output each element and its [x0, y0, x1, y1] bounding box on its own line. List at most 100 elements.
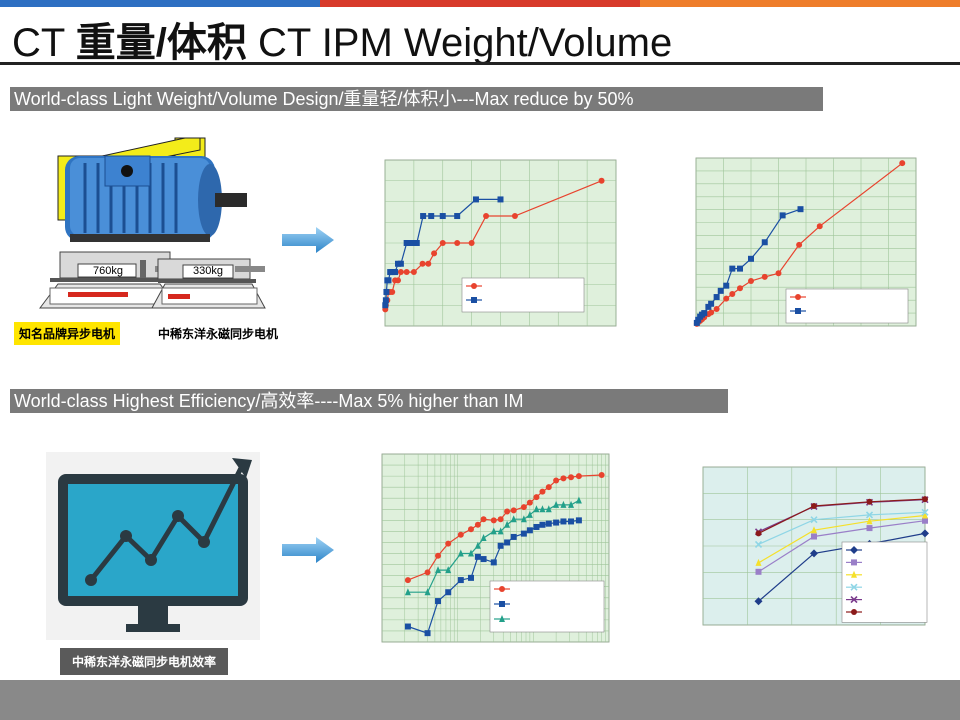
- data-point: [504, 520, 511, 528]
- data-point: [497, 196, 504, 203]
- data-point: [811, 526, 817, 534]
- data-point: [382, 297, 389, 304]
- data-point: [435, 598, 442, 605]
- chart-total-efficiency: [702, 466, 929, 626]
- data-point: [921, 508, 929, 516]
- data-point: [385, 277, 392, 284]
- data-point: [575, 496, 582, 504]
- data-point: [748, 255, 754, 262]
- series-1: [693, 206, 804, 326]
- data-point: [410, 269, 417, 276]
- data-point: [454, 240, 461, 246]
- data-point: [816, 223, 823, 230]
- data-point: [568, 500, 575, 508]
- data-point: [754, 540, 763, 548]
- data-point: [419, 260, 426, 267]
- data-point: [729, 290, 736, 297]
- title-rule: [0, 62, 960, 65]
- arrow-right-icon: [282, 227, 334, 253]
- data-point: [553, 500, 560, 508]
- data-point: [467, 574, 474, 581]
- data-point: [490, 559, 497, 566]
- data-point: [761, 273, 768, 280]
- top-accent-red: [320, 0, 640, 7]
- arrow-right-icon-2: [282, 537, 334, 563]
- label-brand-motor: 知名品牌异步电机: [14, 322, 121, 345]
- title-en: CT IPM Weight/Volume: [257, 21, 673, 65]
- data-point: [526, 510, 533, 518]
- data-point: [511, 213, 518, 220]
- data-point: [397, 269, 404, 276]
- data-point: [539, 488, 546, 495]
- footer-bar: [0, 680, 960, 720]
- top-accent-blue: [0, 0, 320, 7]
- data-point: [424, 569, 431, 576]
- data-point: [748, 278, 754, 285]
- data-point: [865, 511, 874, 519]
- data-point: [439, 213, 446, 220]
- data-point: [403, 269, 410, 276]
- data-point: [480, 516, 487, 523]
- data-point: [779, 212, 786, 219]
- data-point: [539, 505, 546, 513]
- data-point: [575, 473, 582, 480]
- data-point: [811, 502, 817, 509]
- data-point: [403, 240, 410, 246]
- data-point: [723, 295, 730, 302]
- data-point: [533, 523, 540, 530]
- data-point: [520, 515, 527, 523]
- series-line: [407, 474, 602, 581]
- data-point: [723, 282, 730, 289]
- data-point: [701, 310, 708, 317]
- data-point: [755, 558, 762, 566]
- data-point: [568, 474, 575, 481]
- data-point: [520, 530, 527, 537]
- data-point: [413, 240, 420, 246]
- legend-marker: [499, 601, 505, 607]
- data-point: [431, 250, 438, 257]
- label-ct-efficiency: 中稀东洋永磁同步电机效率: [60, 648, 229, 675]
- data-point: [404, 577, 411, 584]
- legend-marker: [851, 559, 857, 566]
- data-point: [467, 549, 474, 557]
- legend-marker: [850, 546, 858, 554]
- data-point: [553, 477, 560, 484]
- top-accent-orange: [640, 0, 960, 7]
- data-point: [397, 260, 404, 267]
- legend-box: [461, 277, 585, 313]
- legend-box: [785, 288, 909, 324]
- series-1: [382, 196, 504, 309]
- data-point: [729, 265, 736, 272]
- data-point: [445, 566, 452, 574]
- series-line: [758, 514, 926, 564]
- data-point: [545, 505, 552, 513]
- data-point: [490, 517, 497, 524]
- data-point: [708, 309, 715, 316]
- chart-center-height: [382, 159, 617, 327]
- data-point: [575, 517, 582, 524]
- data-point: [483, 213, 490, 220]
- data-point: [420, 213, 427, 220]
- data-point: [598, 472, 605, 479]
- data-point: [754, 597, 763, 606]
- data-point: [922, 496, 928, 503]
- data-point: [922, 511, 928, 519]
- data-point: [389, 288, 396, 295]
- legend-marker: [471, 297, 477, 303]
- section-band-efficiency: World-class Highest Efficiency/高效率----Ma…: [10, 389, 728, 413]
- data-point: [454, 213, 461, 220]
- series-2: [755, 511, 928, 566]
- data-point: [467, 526, 474, 533]
- data-point: [435, 566, 442, 574]
- data-point: [428, 213, 435, 220]
- data-point: [510, 515, 517, 523]
- data-point: [533, 505, 540, 513]
- data-point: [796, 241, 803, 248]
- legend-marker: [851, 570, 857, 578]
- data-point: [510, 507, 517, 514]
- data-point: [504, 508, 511, 515]
- data-point: [497, 527, 504, 535]
- motor-illustration: 760kg 330kg: [39, 137, 266, 309]
- legend-marker: [795, 308, 801, 314]
